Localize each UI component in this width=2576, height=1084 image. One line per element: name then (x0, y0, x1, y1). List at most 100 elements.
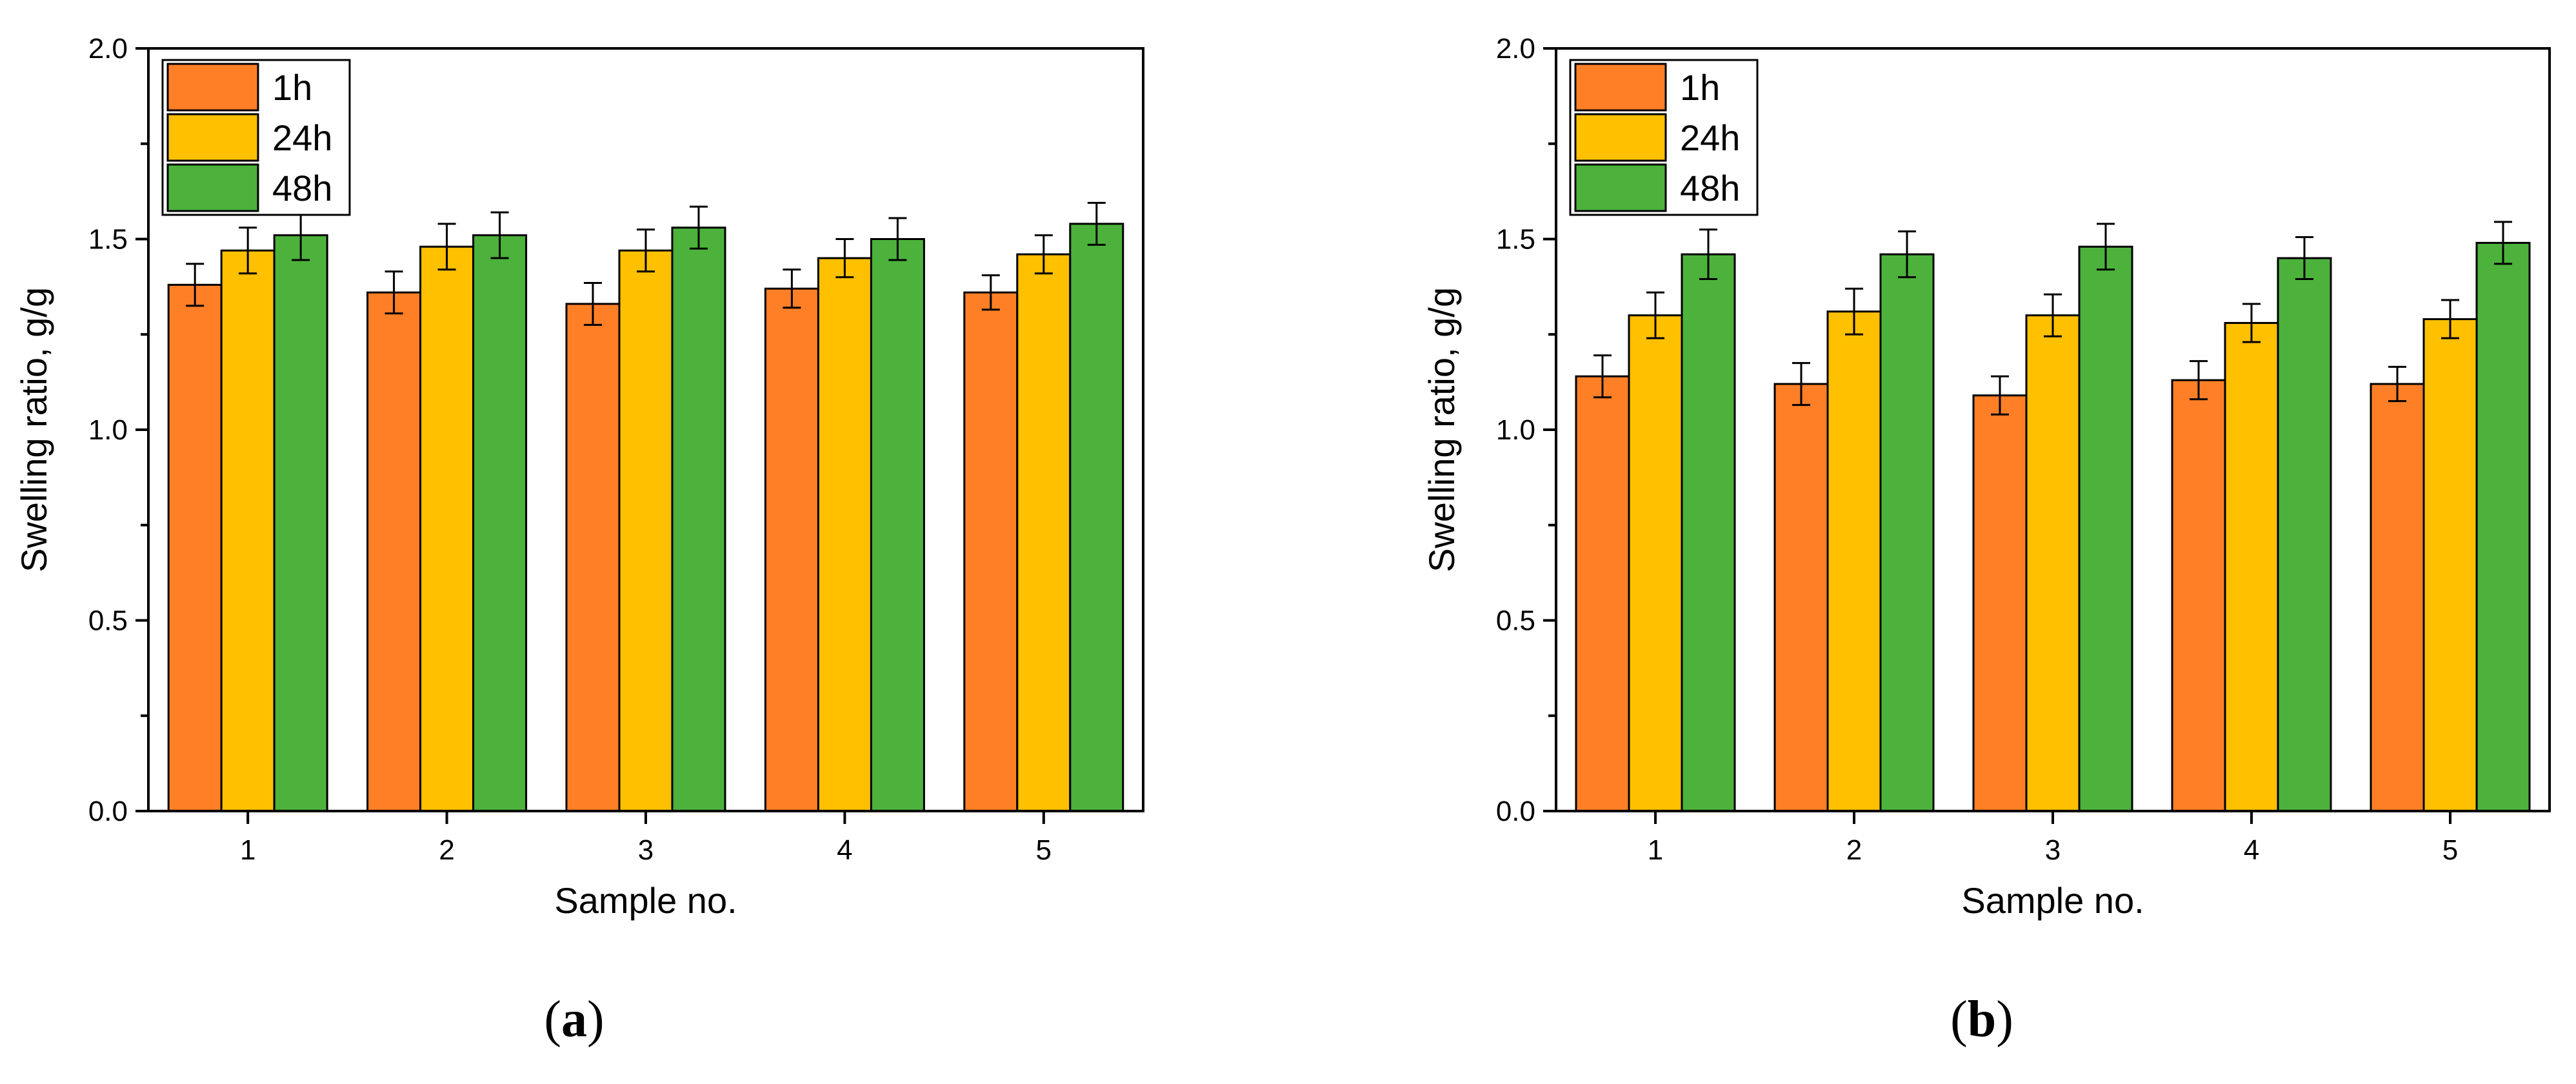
y-tick-label: 1.0 (1496, 414, 1535, 446)
panel-b: 0.0 0.5 1.0 1.5 2.0 1 2 3 4 5 Sample no. Swelling r… (1421, 33, 2551, 1048)
panel-label: (a) (544, 991, 604, 1048)
bar-24h-sample-2 (1826, 310, 1882, 812)
bar-24h-sample-4 (817, 257, 872, 812)
error-bar-1h-sample-4 (783, 268, 801, 309)
error-bar-48h-sample-4 (888, 217, 907, 261)
bar-24h-sample-3 (618, 249, 674, 812)
error-bar-48h-sample-2 (1898, 230, 1916, 279)
bar-1h-sample-2 (366, 291, 422, 812)
bar-24h-sample-1 (1628, 314, 1683, 812)
error-bar-48h-sample-4 (2295, 236, 2313, 281)
y-tick-label: 0.5 (1496, 605, 1535, 637)
error-bar-24h-sample-2 (1845, 287, 1863, 336)
bar-24h-sample-2 (419, 245, 475, 812)
y-tick-label: 2.0 (1496, 33, 1535, 65)
error-bar-1h-sample-2 (384, 270, 403, 315)
bar-1h-sample-1 (1575, 375, 1630, 812)
x-tick-label: 3 (2045, 834, 2061, 866)
error-bar-24h-sample-5 (2441, 299, 2459, 339)
y-tick-label: 0.0 (88, 796, 128, 827)
y-axis-title: Swelling ratio, g/g (14, 287, 54, 572)
error-bar-48h-sample-3 (690, 205, 708, 250)
error-bar-48h-sample-5 (1087, 201, 1106, 246)
legend-swatch-48h (166, 163, 259, 212)
x-tick-label: 5 (2442, 834, 2458, 866)
legend: 1h 24h 48h (161, 59, 351, 216)
bar-1h-sample-4 (764, 287, 819, 812)
error-bar-24h-sample-1 (239, 226, 257, 275)
x-tick-label: 4 (2244, 834, 2259, 866)
bar-48h-sample-3 (2078, 245, 2133, 812)
legend-swatch-24h (166, 113, 259, 162)
panel-a: 0.0 0.5 1.0 1.5 2.0 1 2 3 4 5 Sample no. Swelling r… (14, 33, 1144, 1048)
bar-48h-sample-1 (1681, 253, 1736, 812)
bar-24h-sample-5 (1016, 253, 1072, 812)
y-tick-label: 1.5 (88, 224, 128, 256)
error-bar-24h-sample-3 (2044, 293, 2062, 337)
x-tick-label: 2 (439, 834, 454, 866)
x-axis-title: Sample no. (1961, 880, 2144, 921)
bar-1h-sample-3 (565, 303, 621, 812)
bar-1h-sample-5 (963, 291, 1019, 812)
y-tick-label: 0.5 (88, 605, 128, 637)
bar-48h-sample-1 (273, 234, 328, 812)
bar-48h-sample-4 (2277, 257, 2332, 812)
x-tick-label: 5 (1036, 834, 1052, 866)
bar-48h-sample-2 (472, 234, 528, 812)
bar-24h-sample-1 (220, 249, 275, 812)
error-bar-24h-sample-5 (1034, 234, 1053, 275)
error-bar-48h-sample-2 (490, 211, 509, 259)
panel-label: (b) (1950, 991, 2013, 1048)
legend-swatch-24h (1574, 113, 1667, 162)
bar-24h-sample-3 (2025, 314, 2081, 812)
legend-label-48h: 48h (1680, 168, 1740, 208)
bar-48h-sample-2 (1879, 253, 1935, 812)
legend-label-1h: 1h (1680, 67, 1720, 108)
legend-swatch-48h (1574, 163, 1667, 212)
error-bar-1h-sample-5 (2388, 365, 2406, 403)
x-tick-label: 3 (638, 834, 654, 866)
error-bar-1h-sample-3 (584, 281, 602, 326)
legend-label-24h: 24h (1680, 117, 1740, 158)
y-tick-label: 1.0 (88, 414, 128, 446)
x-tick-label: 4 (837, 834, 852, 866)
error-bar-1h-sample-1 (1593, 354, 1612, 399)
x-tick-label: 1 (1648, 834, 1663, 866)
legend: 1h 24h 48h (1569, 59, 1759, 216)
y-tick-label: 2.0 (88, 33, 128, 65)
bar-48h-sample-3 (671, 226, 726, 812)
bar-1h-sample-4 (2171, 379, 2226, 812)
panel-label-letter: a (561, 991, 587, 1048)
error-bar-1h-sample-2 (1792, 362, 1810, 406)
error-bar-1h-sample-1 (186, 263, 205, 307)
x-tick-label: 1 (240, 834, 255, 866)
error-bar-24h-sample-1 (1646, 291, 1664, 339)
error-bar-1h-sample-3 (1991, 375, 2009, 416)
x-axis-title: Sample no. (554, 880, 737, 921)
legend-swatch-1h (166, 63, 259, 112)
error-bar-24h-sample-4 (2242, 303, 2261, 343)
error-bar-24h-sample-4 (835, 238, 854, 279)
error-bar-48h-sample-1 (1699, 228, 1717, 281)
bar-1h-sample-1 (167, 283, 223, 812)
bar-48h-sample-5 (1069, 223, 1124, 812)
y-tick-label: 0.0 (1496, 796, 1535, 827)
error-bar-48h-sample-3 (2097, 223, 2115, 271)
legend-label-1h: 1h (272, 67, 312, 108)
legend-label-24h: 24h (272, 117, 332, 158)
error-bar-1h-sample-4 (2190, 360, 2208, 401)
panel-label-letter: b (1968, 991, 1997, 1048)
x-tick-label: 2 (1846, 834, 1862, 866)
bar-1h-sample-2 (1773, 383, 1829, 812)
bar-48h-sample-4 (870, 238, 925, 812)
error-bar-24h-sample-2 (437, 223, 456, 271)
error-bar-24h-sample-3 (637, 228, 655, 273)
legend-label-48h: 48h (272, 168, 332, 208)
bar-48h-sample-5 (2475, 241, 2531, 812)
bar-1h-sample-3 (1972, 394, 2028, 812)
error-bar-1h-sample-5 (981, 274, 1000, 311)
bar-24h-sample-4 (2224, 322, 2279, 812)
y-axis-title: Swelling ratio, g/g (1421, 287, 1462, 572)
y-tick-label: 1.5 (1496, 224, 1535, 256)
